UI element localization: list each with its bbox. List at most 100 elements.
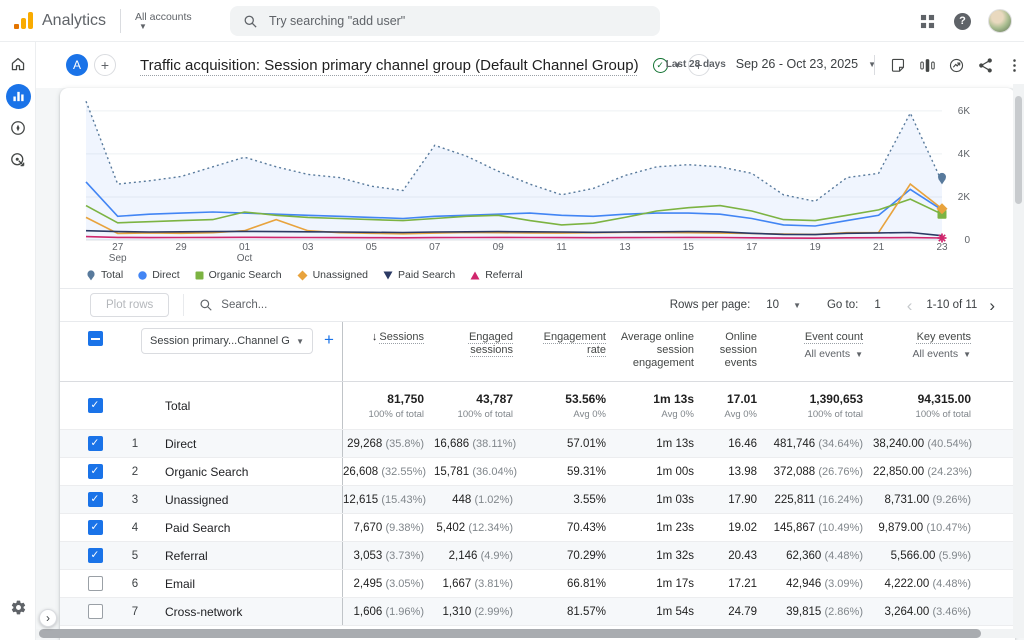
x-axis-label: 23	[926, 242, 958, 253]
chevron-down-icon: ▼	[855, 350, 863, 359]
row-checkbox[interactable]	[88, 520, 103, 535]
row-checkbox[interactable]	[88, 464, 103, 479]
metric-cell: 19.02	[704, 522, 767, 534]
table-row-cross-network: 7Cross-network1,606 (1.96%)1,310 (2.99%)…	[60, 598, 1015, 626]
table-row-total: Total81,750100% of total43,787100% of to…	[60, 382, 1015, 430]
total-cell: 43,787100% of total	[434, 392, 523, 420]
dimension-selector-value: Session primary...Channel Group)	[150, 335, 290, 347]
column-header-engaged-sessions[interactable]: Engaged sessions	[434, 322, 523, 381]
table-search-input[interactable]: Search...	[199, 298, 267, 312]
divider	[120, 9, 121, 33]
add-dimension-icon[interactable]: +	[324, 330, 334, 350]
more-vertical-icon[interactable]	[1004, 55, 1024, 75]
account-switcher[interactable]: All accounts ▼	[135, 11, 192, 31]
metric-cell: 2,146 (4.9%)	[434, 550, 523, 562]
row-checkbox[interactable]	[88, 492, 103, 507]
column-label: Average online session engagement	[621, 331, 694, 369]
next-page-icon[interactable]: ›	[983, 297, 1001, 314]
total-label: Total	[165, 399, 190, 413]
metric-cell: 1,667 (3.81%)	[434, 578, 523, 590]
add-report-button[interactable]: +	[94, 54, 116, 76]
metric-cell: 3,264.00 (3.46%)	[873, 606, 1015, 618]
row-checkbox[interactable]	[88, 576, 103, 591]
column-header-online-session-events[interactable]: Online session events	[704, 322, 767, 381]
column-header-engagement-rate[interactable]: Engagement rate	[523, 322, 616, 381]
metric-cell: 1m 03s	[616, 494, 704, 506]
rows-per-page-value[interactable]: 10	[766, 299, 779, 311]
nav-advertising[interactable]	[0, 144, 36, 176]
comparison-icon[interactable]	[917, 55, 937, 75]
plot-rows-button[interactable]: Plot rows	[90, 293, 169, 317]
nav-reports[interactable]	[0, 80, 36, 112]
metric-scope-dropdown[interactable]: All events▼	[873, 348, 971, 361]
nav-admin-gear[interactable]	[0, 599, 36, 616]
x-axis-label: 07	[419, 242, 451, 253]
table-header: Session primary...Channel Group) ▼ + ↓Se…	[60, 322, 1015, 382]
row-index: 1	[115, 438, 155, 450]
dimension-selector[interactable]: Session primary...Channel Group) ▼	[141, 328, 313, 354]
notes-icon[interactable]	[888, 55, 908, 75]
metric-cell: 42,946 (3.09%)	[767, 578, 873, 590]
main-content: A + Traffic acquisition: Session primary…	[36, 42, 1024, 640]
referral-marker-icon	[470, 271, 480, 280]
row-checkbox[interactable]	[88, 436, 103, 451]
metric-cell: 1m 32s	[616, 550, 704, 562]
table-row-paid-search: 4Paid Search7,670 (9.38%)5,402 (12.34%)7…	[60, 514, 1015, 542]
row-checkbox[interactable]	[88, 398, 103, 413]
row-index: 2	[115, 466, 155, 478]
workspace-badge[interactable]: A	[66, 54, 88, 76]
metric-cell: 17.90	[704, 494, 767, 506]
goto-page-input[interactable]: 1	[874, 299, 880, 311]
metric-cell: 17.21	[704, 578, 767, 590]
chevron-down-icon: ▼	[963, 350, 971, 359]
metric-scope-dropdown[interactable]: All events▼	[767, 348, 863, 361]
vertical-scrollbar[interactable]	[1013, 84, 1024, 629]
row-checkbox[interactable]	[88, 548, 103, 563]
metric-cell: 15,781 (36.04%)	[434, 466, 523, 478]
user-avatar[interactable]	[988, 9, 1012, 33]
total-cell: 1m 13sAvg 0%	[616, 392, 704, 420]
vertical-scrollbar-thumb[interactable]	[1015, 96, 1022, 204]
metric-cell: 29,268 (35.8%)	[343, 438, 434, 450]
help-icon[interactable]: ?	[954, 13, 971, 30]
y-axis-label: 4K	[940, 149, 970, 160]
column-header-key-events[interactable]: Key eventsAll events▼	[873, 322, 1016, 381]
metric-cell: 81.57%	[523, 606, 616, 618]
column-header-event-count[interactable]: Event countAll events▼	[767, 322, 873, 381]
metric-cell: 2,495 (3.05%)	[343, 578, 434, 590]
x-axis-label: 13	[609, 242, 641, 253]
channel-name: Cross-network	[165, 605, 242, 619]
expand-nav-button[interactable]: ›	[39, 609, 57, 627]
channel-name: Direct	[165, 437, 196, 451]
metric-cell: 13.98	[704, 466, 767, 478]
horizontal-scrollbar[interactable]	[36, 629, 1024, 638]
select-all-checkbox[interactable]	[88, 331, 103, 346]
metric-cell: 372,088 (26.76%)	[767, 466, 873, 478]
horizontal-scrollbar-thumb[interactable]	[39, 629, 981, 638]
nav-explore[interactable]	[0, 112, 36, 144]
total-cell: 94,315.00100% of total	[873, 392, 1015, 420]
share-icon[interactable]	[975, 55, 995, 75]
report-title[interactable]: Traffic acquisition: Session primary cha…	[140, 57, 639, 74]
x-axis-label: 15	[672, 242, 704, 253]
column-header-sessions[interactable]: ↓Sessions	[343, 322, 434, 381]
channel-name: Unassigned	[165, 493, 228, 507]
table-row-referral: 5Referral3,053 (3.73%)2,146 (4.9%)70.29%…	[60, 542, 1015, 570]
grid-apps-icon[interactable]	[917, 11, 937, 31]
global-search-input[interactable]: Try searching "add user"	[230, 6, 660, 36]
date-range-picker[interactable]: Last 28 days Sep 26 - Oct 23, 2025 ▼	[666, 57, 876, 71]
channel-name: Paid Search	[165, 521, 230, 535]
legend-item-total: Total	[86, 269, 123, 281]
reports-active-icon	[6, 84, 31, 109]
metric-cell: 26,608 (32.55%)	[343, 466, 434, 478]
table-row-organic-search: 2Organic Search26,608 (32.55%)15,781 (36…	[60, 458, 1015, 486]
insights-icon[interactable]	[946, 55, 966, 75]
prev-page-icon[interactable]: ‹	[901, 297, 919, 314]
column-header-average-online-session-engagement[interactable]: Average online session engagement	[616, 322, 704, 381]
top-app-bar: Analytics All accounts ▼ Try searching "…	[0, 0, 1024, 42]
row-checkbox[interactable]	[88, 604, 103, 619]
chevron-down-icon[interactable]: ▼	[793, 301, 801, 310]
x-axis-label: 21	[863, 242, 895, 253]
analytics-logo-icon	[14, 12, 33, 29]
nav-home[interactable]	[0, 48, 36, 80]
